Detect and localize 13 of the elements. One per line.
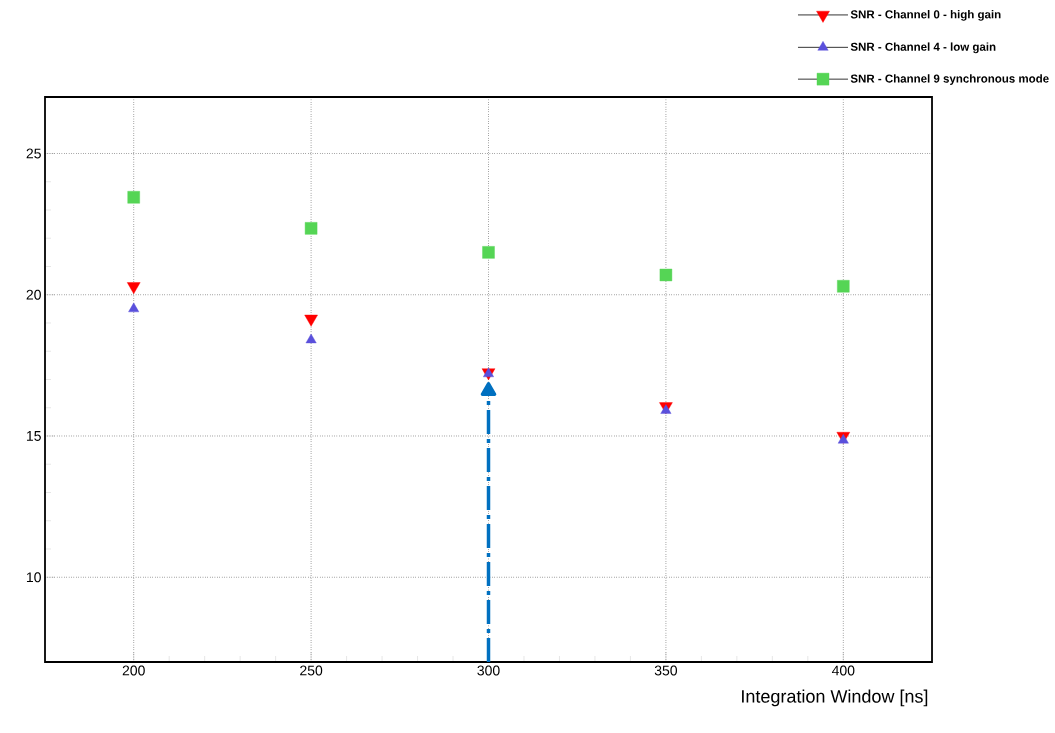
x-tick-label: 400 <box>831 665 855 676</box>
x-tick-label: 300 <box>477 665 500 676</box>
y-tick-label: 10 <box>26 572 41 583</box>
x-tick-label: 250 <box>300 665 323 676</box>
y-tick-label: 20 <box>26 289 41 300</box>
x-tick-label: 350 <box>654 665 678 676</box>
x-axis-title: Integration Window [ns] <box>742 689 928 707</box>
y-tick-label: 25 <box>26 148 41 159</box>
x-tick-label: 200 <box>122 665 145 676</box>
legend-label: SNR - Channel 0 - high gain <box>850 10 1001 21</box>
legend-label: SNR - Channel 9 synchronous mode <box>850 74 1049 85</box>
legend-label: SNR - Channel 4 - low gain <box>850 42 996 54</box>
y-tick-label: 15 <box>26 431 41 441</box>
